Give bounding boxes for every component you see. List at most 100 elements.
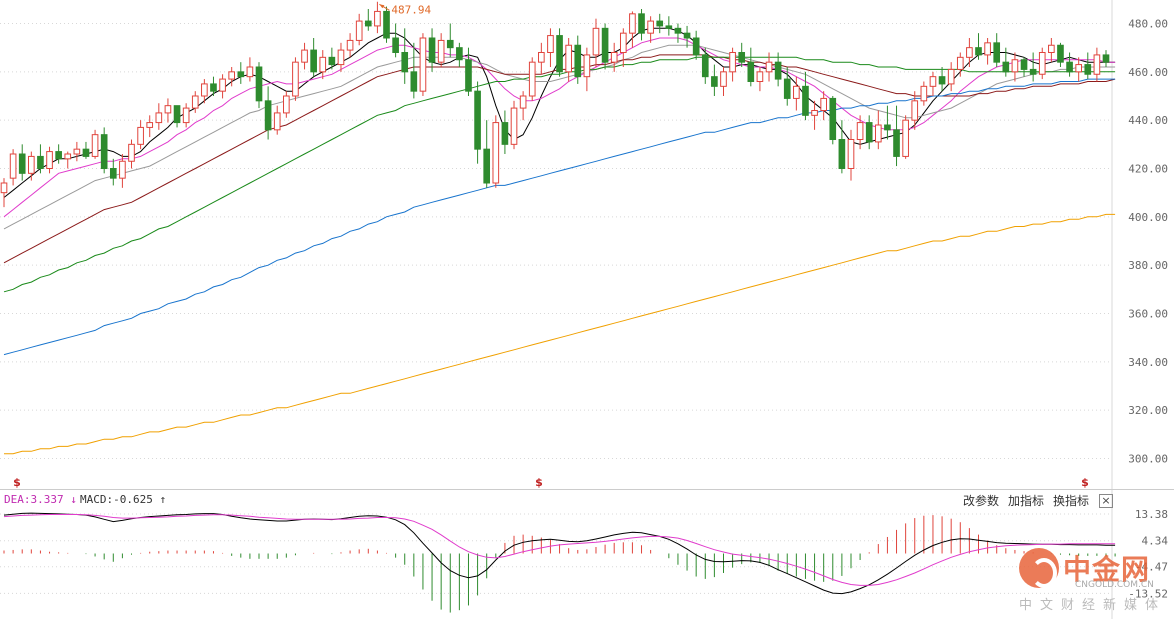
cngold-logo-icon xyxy=(1019,548,1059,588)
swap-indicator-button[interactable]: 换指标 xyxy=(1053,494,1090,508)
candle-body xyxy=(18,153,26,174)
candle-body xyxy=(346,39,354,51)
candle-body xyxy=(738,52,746,63)
price-tick-label: 460.00 xyxy=(1128,66,1168,79)
price-tick-label: 320.00 xyxy=(1128,404,1168,417)
candle-body xyxy=(829,97,837,140)
candle-body xyxy=(592,27,600,56)
candle-body xyxy=(874,124,882,143)
candle-body xyxy=(419,37,427,92)
candle-body xyxy=(674,27,682,34)
candle-body xyxy=(128,143,135,162)
add-indicator-button[interactable]: 加指标 xyxy=(1008,494,1045,508)
watermark-en: CNGOLD.COM.CN xyxy=(1075,580,1154,590)
candle-body xyxy=(756,71,764,83)
price-tick-label: 420.00 xyxy=(1128,163,1168,176)
candle-body xyxy=(783,78,791,99)
candle-body xyxy=(383,10,390,39)
candle-body xyxy=(692,37,700,56)
candle-body xyxy=(601,27,609,63)
candle-body xyxy=(774,61,782,80)
candle-body xyxy=(1038,52,1046,75)
macd-tick-label: 13.38 xyxy=(1135,508,1168,521)
candle-body xyxy=(64,153,72,160)
high-annotation-arrowhead xyxy=(379,4,385,9)
candle-body xyxy=(902,119,909,157)
candle-body xyxy=(501,122,509,145)
candle-body xyxy=(683,32,691,39)
candle-body xyxy=(301,49,308,63)
candle-body xyxy=(938,76,946,85)
candle-body xyxy=(638,13,645,34)
candle-body xyxy=(1029,68,1037,75)
cngold-watermark: 中金网 CNGOLD.COM.CN 中文财经新媒体 xyxy=(1017,546,1167,613)
candle-body xyxy=(55,151,62,160)
candle-body xyxy=(1084,64,1092,75)
candle-body xyxy=(164,105,172,114)
ma-line xyxy=(3,44,1116,230)
candle-body xyxy=(27,155,35,174)
candle-body xyxy=(747,61,755,83)
candle-body xyxy=(547,35,554,53)
candle-body xyxy=(246,66,254,78)
candle-body xyxy=(802,85,809,116)
candle-body xyxy=(492,122,500,184)
candle-body xyxy=(255,66,263,102)
dividend-marker: $ xyxy=(535,476,543,489)
candle-body xyxy=(574,44,582,78)
macd-tick-label: -4.47 xyxy=(1135,561,1168,574)
candle-body xyxy=(656,20,664,27)
candle-body xyxy=(920,85,928,102)
price-tick-label: 300.00 xyxy=(1128,453,1168,466)
candle-body xyxy=(720,71,727,87)
candle-body xyxy=(1002,61,1010,73)
candle-body xyxy=(947,68,955,85)
candle-body xyxy=(929,76,937,87)
candle-body xyxy=(966,47,973,58)
candle-body xyxy=(1011,59,1019,73)
candle-body xyxy=(283,95,290,114)
candle-body xyxy=(838,139,846,169)
price-tick-label: 480.00 xyxy=(1128,18,1168,31)
candle-body xyxy=(519,95,527,109)
candle-body xyxy=(1048,44,1055,53)
close-indicator-button[interactable]: × xyxy=(1099,494,1113,508)
price-tick-label: 340.00 xyxy=(1128,356,1168,369)
ma-line xyxy=(3,78,1116,356)
candle-body xyxy=(82,148,90,157)
candle-body xyxy=(428,37,436,63)
candle-body xyxy=(446,39,454,49)
candle-body xyxy=(993,42,1001,63)
candle-body xyxy=(437,39,445,63)
candle-body xyxy=(565,44,572,73)
candle-body xyxy=(647,20,654,34)
candle-body xyxy=(374,10,381,27)
candle-body xyxy=(182,107,190,124)
dividend-marker: $ xyxy=(13,476,21,489)
candle-body xyxy=(91,134,99,157)
candle-body xyxy=(364,20,372,27)
candle-body xyxy=(975,47,982,56)
candle-body xyxy=(528,61,536,97)
candle-body xyxy=(1066,61,1073,73)
candle-body xyxy=(273,112,281,131)
candle-body xyxy=(155,112,163,124)
candle-body xyxy=(9,153,17,179)
edit-params-button[interactable]: 改参数 xyxy=(963,494,1000,508)
ma-line xyxy=(3,56,1116,293)
candle-body xyxy=(765,61,773,73)
candle-body xyxy=(556,35,563,73)
watermark-cn: 中金网 xyxy=(1063,553,1151,586)
candle-body xyxy=(893,129,900,157)
macd-tick-label: -13.52 xyxy=(1128,587,1168,600)
dif-line xyxy=(3,512,1116,595)
candle-body xyxy=(292,61,299,97)
candle-body xyxy=(37,155,44,170)
candle-body xyxy=(73,148,81,155)
candle-body xyxy=(583,54,591,78)
candle-body xyxy=(629,13,636,34)
candle-body xyxy=(355,20,363,41)
candle-body xyxy=(310,49,317,73)
